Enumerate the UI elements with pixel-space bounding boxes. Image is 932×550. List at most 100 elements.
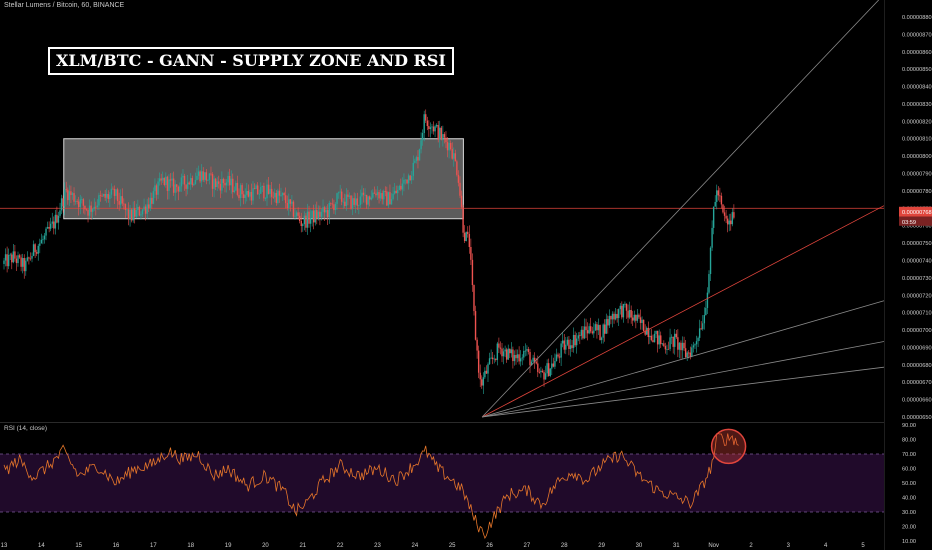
candle-body: [460, 195, 463, 208]
candle-body: [56, 214, 58, 223]
candle-body: [308, 211, 310, 224]
candle-body: [513, 355, 516, 362]
candle-body: [415, 157, 418, 161]
price-tick-label: 0.00000670: [902, 380, 932, 386]
candle: [92, 208, 94, 220]
candle-body: [397, 190, 399, 194]
candle-body: [244, 194, 246, 198]
candle-body: [213, 178, 215, 189]
candle-body: [689, 352, 692, 357]
candle: [225, 178, 228, 193]
candle: [415, 155, 418, 164]
price-tick-label: 0.00000740: [902, 258, 932, 264]
candle-body: [387, 192, 390, 206]
candle: [312, 204, 315, 230]
candle-body: [263, 185, 265, 199]
candle: [364, 188, 366, 203]
gann-fan-line-1: [481, 0, 879, 418]
candle: [652, 334, 654, 343]
candle: [144, 204, 147, 221]
candle-body: [552, 363, 555, 367]
candle-body: [619, 305, 621, 310]
candle-body: [499, 347, 502, 349]
candle-body: [113, 188, 116, 196]
price-tick-label: 0.00000810: [902, 137, 932, 143]
candle-body: [144, 206, 147, 214]
candle: [398, 184, 400, 191]
candle: [428, 120, 430, 137]
candle-body: [516, 354, 519, 359]
candle-body: [96, 205, 99, 208]
rsi-indicator-label[interactable]: RSI (14, close): [4, 425, 47, 432]
candle: [565, 337, 567, 355]
candle: [270, 181, 273, 205]
candle: [281, 192, 284, 201]
candle: [56, 206, 58, 224]
rsi-tick-label: 80.00: [902, 438, 916, 444]
candle: [190, 173, 192, 190]
candle: [437, 121, 439, 143]
candle: [585, 318, 587, 339]
candle: [18, 253, 21, 259]
candle-body: [568, 339, 570, 349]
candle: [705, 300, 707, 316]
candle-body: [431, 126, 433, 128]
candle-body: [622, 303, 625, 318]
candle: [440, 125, 443, 141]
price-tick-label: 0.00000750: [902, 241, 932, 247]
supply-zone-box: [63, 138, 464, 220]
candle: [241, 183, 243, 198]
candle: [613, 311, 615, 324]
candle-body: [222, 178, 225, 184]
candle-body: [576, 338, 578, 346]
candle: [636, 308, 639, 323]
candle: [403, 173, 405, 192]
candle-body: [583, 326, 586, 339]
candle: [43, 233, 46, 244]
candle: [378, 189, 380, 204]
candle: [425, 109, 427, 124]
candle: [594, 321, 597, 331]
candle: [465, 231, 467, 242]
candle: [79, 194, 81, 215]
candle-body: [370, 197, 372, 200]
candle-body: [384, 190, 386, 192]
candle-body: [266, 184, 268, 199]
candle: [491, 352, 494, 365]
candle-body: [228, 175, 231, 186]
candle-body: [214, 178, 217, 188]
candle: [557, 352, 559, 359]
candle-body: [210, 173, 212, 175]
candle: [180, 173, 183, 192]
candle: [490, 349, 492, 360]
candle-body: [540, 370, 542, 373]
candle-body: [284, 195, 287, 204]
candle-body: [519, 358, 522, 362]
candle-body: [63, 189, 66, 207]
candle: [355, 193, 357, 214]
candle-body: [90, 205, 92, 212]
candle-body: [470, 246, 472, 260]
candle-body: [134, 208, 136, 217]
candle: [359, 189, 362, 209]
time-tick-label: 19: [225, 543, 232, 549]
candle: [711, 220, 713, 251]
candle-body: [169, 179, 172, 181]
candle-body: [454, 153, 457, 162]
candle-body: [582, 329, 584, 339]
candle-body: [303, 215, 306, 225]
candle: [204, 172, 206, 183]
candle-body: [462, 207, 464, 233]
candle: [593, 322, 595, 338]
candle: [602, 323, 604, 344]
candle-body: [99, 195, 102, 196]
candle: [717, 186, 720, 201]
candle: [650, 328, 653, 342]
candle-body: [618, 309, 620, 319]
candle-body: [733, 212, 735, 218]
candle: [698, 319, 701, 341]
candle: [82, 198, 85, 214]
candle: [211, 172, 214, 197]
rsi-tick-label: 10.00: [902, 539, 916, 545]
candle: [286, 195, 288, 211]
